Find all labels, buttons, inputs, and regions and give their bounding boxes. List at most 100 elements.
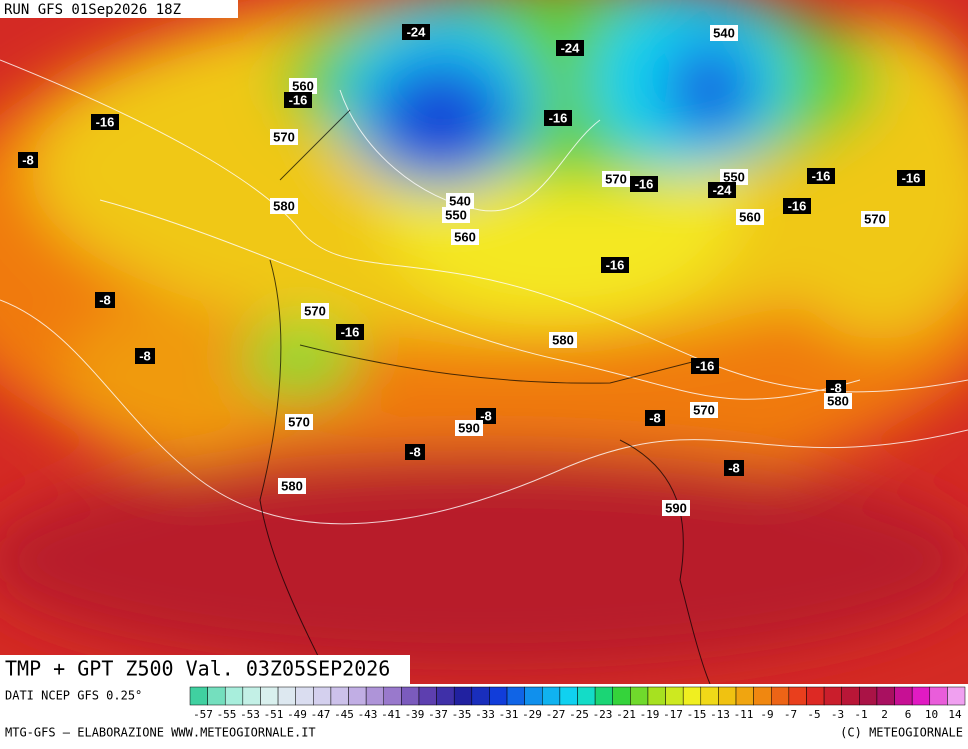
legend-swatch — [189, 686, 208, 706]
legend-swatch — [594, 686, 613, 706]
legend-swatch — [506, 686, 525, 706]
legend-swatch — [383, 686, 402, 706]
temperature-label: -16 — [96, 114, 115, 129]
legend-swatch — [876, 686, 895, 706]
label-box — [691, 358, 719, 374]
legend-label: 2 — [881, 708, 888, 721]
height-label: 580 — [281, 478, 303, 493]
legend-swatch — [260, 686, 279, 706]
height-label: 570 — [605, 171, 627, 186]
label-box — [289, 78, 317, 94]
legend-label: -33 — [475, 708, 495, 721]
height-label: 540 — [713, 25, 735, 40]
credit-label: MTG-GFS – ELABORAZIONE WWW.METEOGIORNALE… — [5, 726, 316, 740]
label-box — [724, 460, 744, 476]
legend-label: -9 — [760, 708, 773, 721]
legend-label: -45 — [334, 708, 354, 721]
map-title: TMP + GPT Z500 Val. 03Z05SEP2026 — [5, 657, 390, 681]
height-label: 550 — [445, 207, 467, 222]
label-box — [710, 25, 738, 41]
header-box — [0, 0, 238, 18]
legend-swatch — [207, 686, 226, 706]
legend-label: -49 — [287, 708, 307, 721]
label-box — [336, 324, 364, 340]
temperature-label: -8 — [480, 408, 492, 423]
temperature-label: -16 — [696, 358, 715, 373]
label-box — [278, 478, 306, 494]
height-label: 570 — [693, 402, 715, 417]
temperature-label: -24 — [407, 24, 427, 39]
label-box — [455, 420, 483, 436]
temperature-label: -8 — [22, 152, 34, 167]
height-label: 570 — [273, 129, 295, 144]
temperature-label: -16 — [289, 92, 308, 107]
legend-swatch — [859, 686, 878, 706]
legend-swatch — [823, 686, 842, 706]
temperature-label: -8 — [99, 292, 111, 307]
source-label: DATI NCEP GFS 0.25° — [5, 689, 142, 703]
height-label: 580 — [552, 332, 574, 347]
legend-swatch — [718, 686, 737, 706]
height-label: 580 — [273, 198, 295, 213]
label-box — [442, 207, 470, 223]
legend-label: -19 — [640, 708, 660, 721]
legend-swatch — [665, 686, 684, 706]
label-box — [91, 114, 119, 130]
legend-swatch — [647, 686, 666, 706]
temperature-label: -8 — [728, 460, 740, 475]
label-box — [95, 292, 115, 308]
color-legend: -57 -55 -53 -51 -49 -47 -45 -43 -41 -39 -37 -35 -33-… — [189, 686, 966, 721]
legend-label: -23 — [593, 708, 613, 721]
legend-swatch — [577, 686, 596, 706]
label-box — [135, 348, 155, 364]
legend-swatch — [365, 686, 384, 706]
legend-swatch — [295, 686, 314, 706]
legend-label: -25 — [569, 708, 589, 721]
legend-swatch — [453, 686, 473, 706]
legend-swatch — [542, 686, 561, 706]
legend-swatch — [436, 686, 455, 706]
label-box — [270, 198, 298, 214]
map-field — [0, 0, 968, 684]
height-label: 560 — [454, 229, 476, 244]
label-box — [807, 168, 835, 184]
legend-label: -31 — [499, 708, 519, 721]
legend-label: -43 — [358, 708, 378, 721]
legend-label: -51 — [264, 708, 284, 721]
legend-label: -47 — [311, 708, 331, 721]
legend-swatch — [418, 686, 437, 706]
legend-label: -21 — [616, 708, 636, 721]
height-label: 560 — [292, 78, 314, 93]
legend-label: -3 — [831, 708, 844, 721]
legend-swatch — [841, 686, 860, 706]
legend-label: -17 — [663, 708, 683, 721]
legend-label: 14 — [948, 708, 962, 721]
legend-label: -35 — [452, 708, 472, 721]
legend-swatch — [894, 686, 913, 706]
legend-label: -55 — [217, 708, 237, 721]
temperature-label: -16 — [812, 168, 831, 183]
height-label: 590 — [665, 500, 687, 515]
label-box — [405, 444, 425, 460]
temperature-label: -16 — [635, 176, 654, 191]
legend-swatch — [330, 686, 349, 706]
legend-swatch — [911, 686, 931, 706]
label-box — [645, 410, 665, 426]
label-box — [630, 176, 658, 192]
legend-swatch — [700, 686, 719, 706]
label-box — [284, 92, 312, 108]
label-box — [544, 110, 572, 126]
label-box — [783, 198, 811, 214]
temperature-label: -8 — [139, 348, 151, 363]
legend-swatch — [489, 686, 508, 706]
height-label: 590 — [458, 420, 480, 435]
legend-swatch — [401, 686, 420, 706]
label-box — [446, 193, 474, 209]
legend-label: -1 — [854, 708, 867, 721]
label-box — [601, 257, 629, 273]
legend-swatch — [682, 686, 702, 706]
legend-swatch — [612, 686, 631, 706]
legend-label: -53 — [240, 708, 260, 721]
